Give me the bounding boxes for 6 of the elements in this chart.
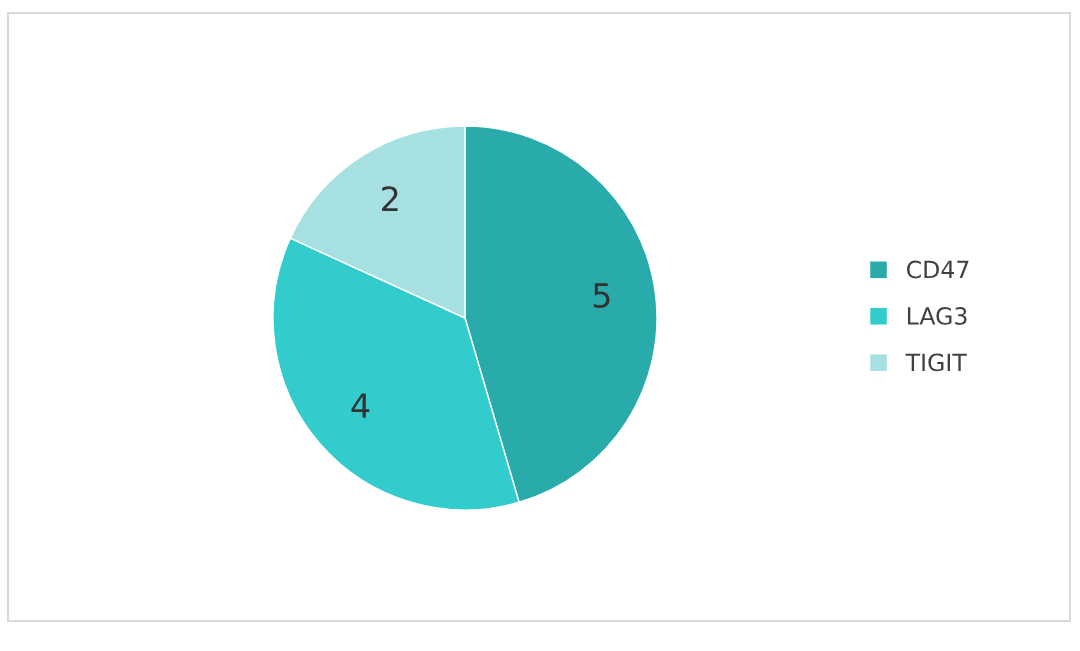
data-label: 5 <box>593 283 610 308</box>
legend-label: CD47 <box>906 260 969 279</box>
data-label: 2 <box>382 186 398 211</box>
legend-label: LAG3 <box>907 306 967 325</box>
data-label: 4 <box>351 393 370 418</box>
legend-label: TIGIT <box>905 353 967 372</box>
